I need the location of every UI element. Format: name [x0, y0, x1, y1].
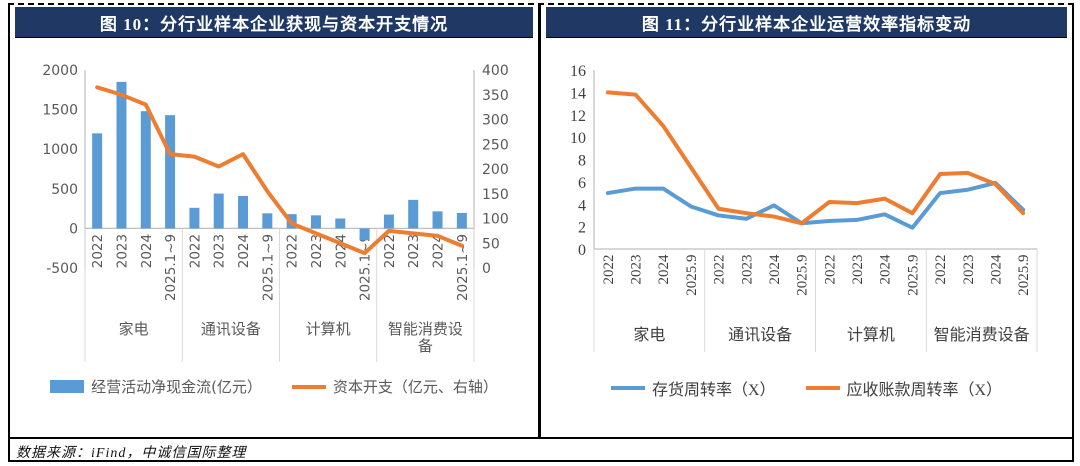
figure-11-title-bar: 图 11：分行业样本企业运营效率指标变动 [546, 7, 1067, 38]
svg-text:通讯设备: 通讯设备 [728, 326, 792, 344]
svg-text:2022: 2022 [601, 255, 617, 285]
svg-text:250: 250 [482, 137, 509, 153]
figure-10-cell: 图 10：分行业样本企业获现与资本开支情况 2000 1500 1000 500 0 -5… [10, 5, 541, 437]
svg-text:0: 0 [482, 261, 491, 277]
svg-text:2024: 2024 [333, 234, 349, 268]
svg-text:2023: 2023 [309, 234, 325, 268]
orange-line-swatch [805, 386, 840, 390]
svg-text:2025.1~9: 2025.1~9 [260, 234, 276, 301]
svg-text:150: 150 [482, 187, 509, 203]
svg-text:2023: 2023 [406, 234, 422, 268]
figure-10-legend: 经营活动净现金流(亿元） 资本开支（亿元、右轴） [14, 376, 534, 397]
svg-text:50: 50 [482, 236, 500, 252]
legend-item-receivables-turnover: 应收账款周转率（X） [805, 376, 1003, 400]
line-series-swatch [291, 384, 326, 389]
svg-text:1500: 1500 [42, 103, 78, 119]
blue-line-swatch [610, 386, 645, 390]
svg-text:14: 14 [570, 85, 586, 102]
svg-text:2023: 2023 [114, 234, 130, 268]
svg-text:8: 8 [578, 153, 586, 170]
svg-text:2025.9: 2025.9 [1016, 255, 1032, 296]
figure-10-title-bar: 图 10：分行业样本企业获现与资本开支情况 [15, 7, 533, 38]
svg-text:2022: 2022 [822, 255, 838, 285]
svg-text:计算机: 计算机 [306, 320, 351, 338]
figure-11-line-chart: 16 14 12 10 8 6 4 2 0 2022 2023 2024 2025.9 2022 2023 2… [570, 63, 1038, 352]
legend-label-inventory-turnover: 存货周转率（X） [651, 382, 776, 399]
svg-text:0: 0 [69, 221, 78, 237]
svg-text:2024: 2024 [139, 234, 155, 268]
legend-label-operating-cashflow: 经营活动净现金流(亿元） [91, 378, 262, 396]
figures-table-frame: 图 10：分行业样本企业获现与资本开支情况 2000 1500 1000 500 0 -5… [8, 3, 1074, 462]
svg-text:智能消费设备: 智能消费设备 [934, 326, 1030, 344]
figure-11-legend: 存货周转率（X） 应收账款周转率（X） [545, 376, 1068, 400]
svg-text:2025.9: 2025.9 [795, 255, 811, 296]
svg-text:2024: 2024 [431, 234, 447, 268]
svg-text:2023: 2023 [739, 255, 755, 285]
svg-text:2: 2 [578, 220, 586, 237]
svg-text:2022: 2022 [382, 234, 398, 268]
legend-item-operating-cashflow: 经营活动净现金流(亿元） [50, 376, 262, 397]
svg-text:2024: 2024 [656, 254, 672, 285]
svg-text:2023: 2023 [212, 234, 228, 268]
data-source-note: 数据来源：iFind，中诚信国际整理 [10, 437, 1072, 461]
svg-text:2025.9: 2025.9 [684, 255, 700, 296]
figure-11-cell: 图 11：分行业样本企业运营效率指标变动 16 14 12 10 8 6 4 2 0 2022 20… [541, 5, 1072, 437]
legend-label-receivables-turnover: 应收账款周转率（X） [846, 382, 1003, 399]
svg-text:2022: 2022 [933, 255, 949, 285]
legend-item-inventory-turnover: 存货周转率（X） [610, 376, 776, 400]
svg-text:500: 500 [51, 182, 78, 198]
svg-text:2025.1~9: 2025.1~9 [358, 234, 374, 301]
svg-text:1000: 1000 [42, 142, 78, 158]
svg-text:2024: 2024 [878, 254, 894, 285]
svg-text:备: 备 [418, 337, 433, 355]
svg-text:400: 400 [482, 63, 509, 79]
svg-text:智能消费设: 智能消费设 [388, 320, 463, 338]
svg-text:2022: 2022 [187, 234, 203, 268]
svg-text:2024: 2024 [236, 234, 252, 268]
svg-text:2024: 2024 [767, 254, 783, 285]
svg-text:10: 10 [570, 130, 586, 147]
svg-text:2023: 2023 [629, 255, 645, 285]
svg-text:300: 300 [482, 113, 509, 129]
svg-text:4: 4 [578, 197, 586, 214]
svg-text:6: 6 [578, 175, 586, 192]
figure-10-bar-line-chart: 2000150010005000-50040035030025020015010… [42, 63, 509, 362]
svg-text:200: 200 [482, 162, 509, 178]
svg-text:12: 12 [570, 108, 586, 125]
svg-text:计算机: 计算机 [847, 325, 895, 344]
figures-row: 图 10：分行业样本企业获现与资本开支情况 2000 1500 1000 500 0 -5… [10, 5, 1072, 437]
legend-label-capex: 资本开支（亿元、右轴） [332, 378, 498, 396]
svg-text:16: 16 [570, 63, 586, 80]
svg-text:2022: 2022 [90, 234, 106, 268]
svg-text:2024: 2024 [988, 254, 1004, 285]
svg-text:0: 0 [578, 242, 586, 259]
svg-text:2025.9: 2025.9 [905, 255, 921, 296]
bar-series-swatch [50, 380, 85, 393]
svg-text:100: 100 [482, 212, 509, 228]
svg-text:2023: 2023 [850, 255, 866, 285]
svg-text:2025.1~9: 2025.1~9 [163, 234, 179, 301]
svg-text:家电: 家电 [119, 320, 149, 338]
svg-text:2022: 2022 [285, 234, 301, 268]
svg-text:350: 350 [482, 88, 509, 104]
svg-text:2022: 2022 [712, 255, 728, 285]
svg-text:2025.1~9: 2025.1~9 [455, 234, 471, 301]
svg-text:-500: -500 [46, 261, 78, 277]
svg-text:2000: 2000 [42, 63, 78, 79]
svg-text:通讯设备: 通讯设备 [201, 320, 261, 338]
svg-text:2023: 2023 [961, 255, 977, 285]
svg-text:家电: 家电 [633, 326, 665, 344]
legend-item-capex: 资本开支（亿元、右轴） [291, 376, 498, 397]
